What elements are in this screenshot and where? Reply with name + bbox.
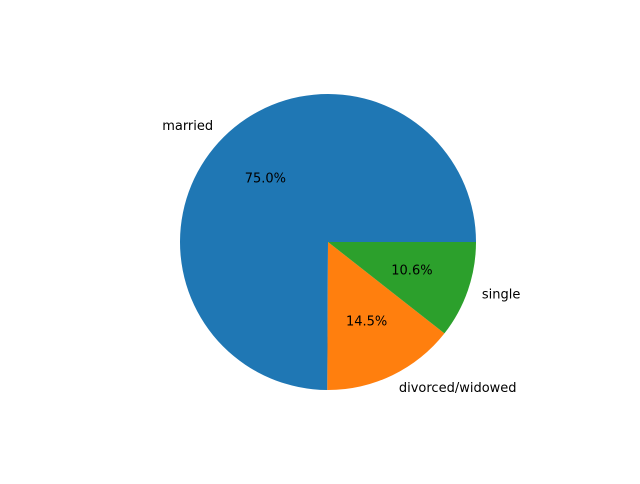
pie-slice-divorced-widowed: [327, 242, 445, 391]
pie-slice-category-label: single: [482, 288, 521, 303]
pie-slice-percent-label: 14.5%: [346, 314, 387, 329]
pie-slice-married: [180, 94, 476, 391]
pie-slice-category-label: divorced/widowed: [399, 381, 517, 396]
pie-slice-single: [328, 242, 476, 334]
pie-labels: 75.0% married 14.5% divorced/widowed 10.6% si…: [162, 119, 520, 396]
pie-slices: [180, 94, 476, 391]
pie-slice-percent-label: 10.6%: [391, 264, 432, 279]
pie-slice-percent-label: 75.0%: [245, 172, 286, 187]
pie-slice-category-label: married: [162, 119, 213, 134]
